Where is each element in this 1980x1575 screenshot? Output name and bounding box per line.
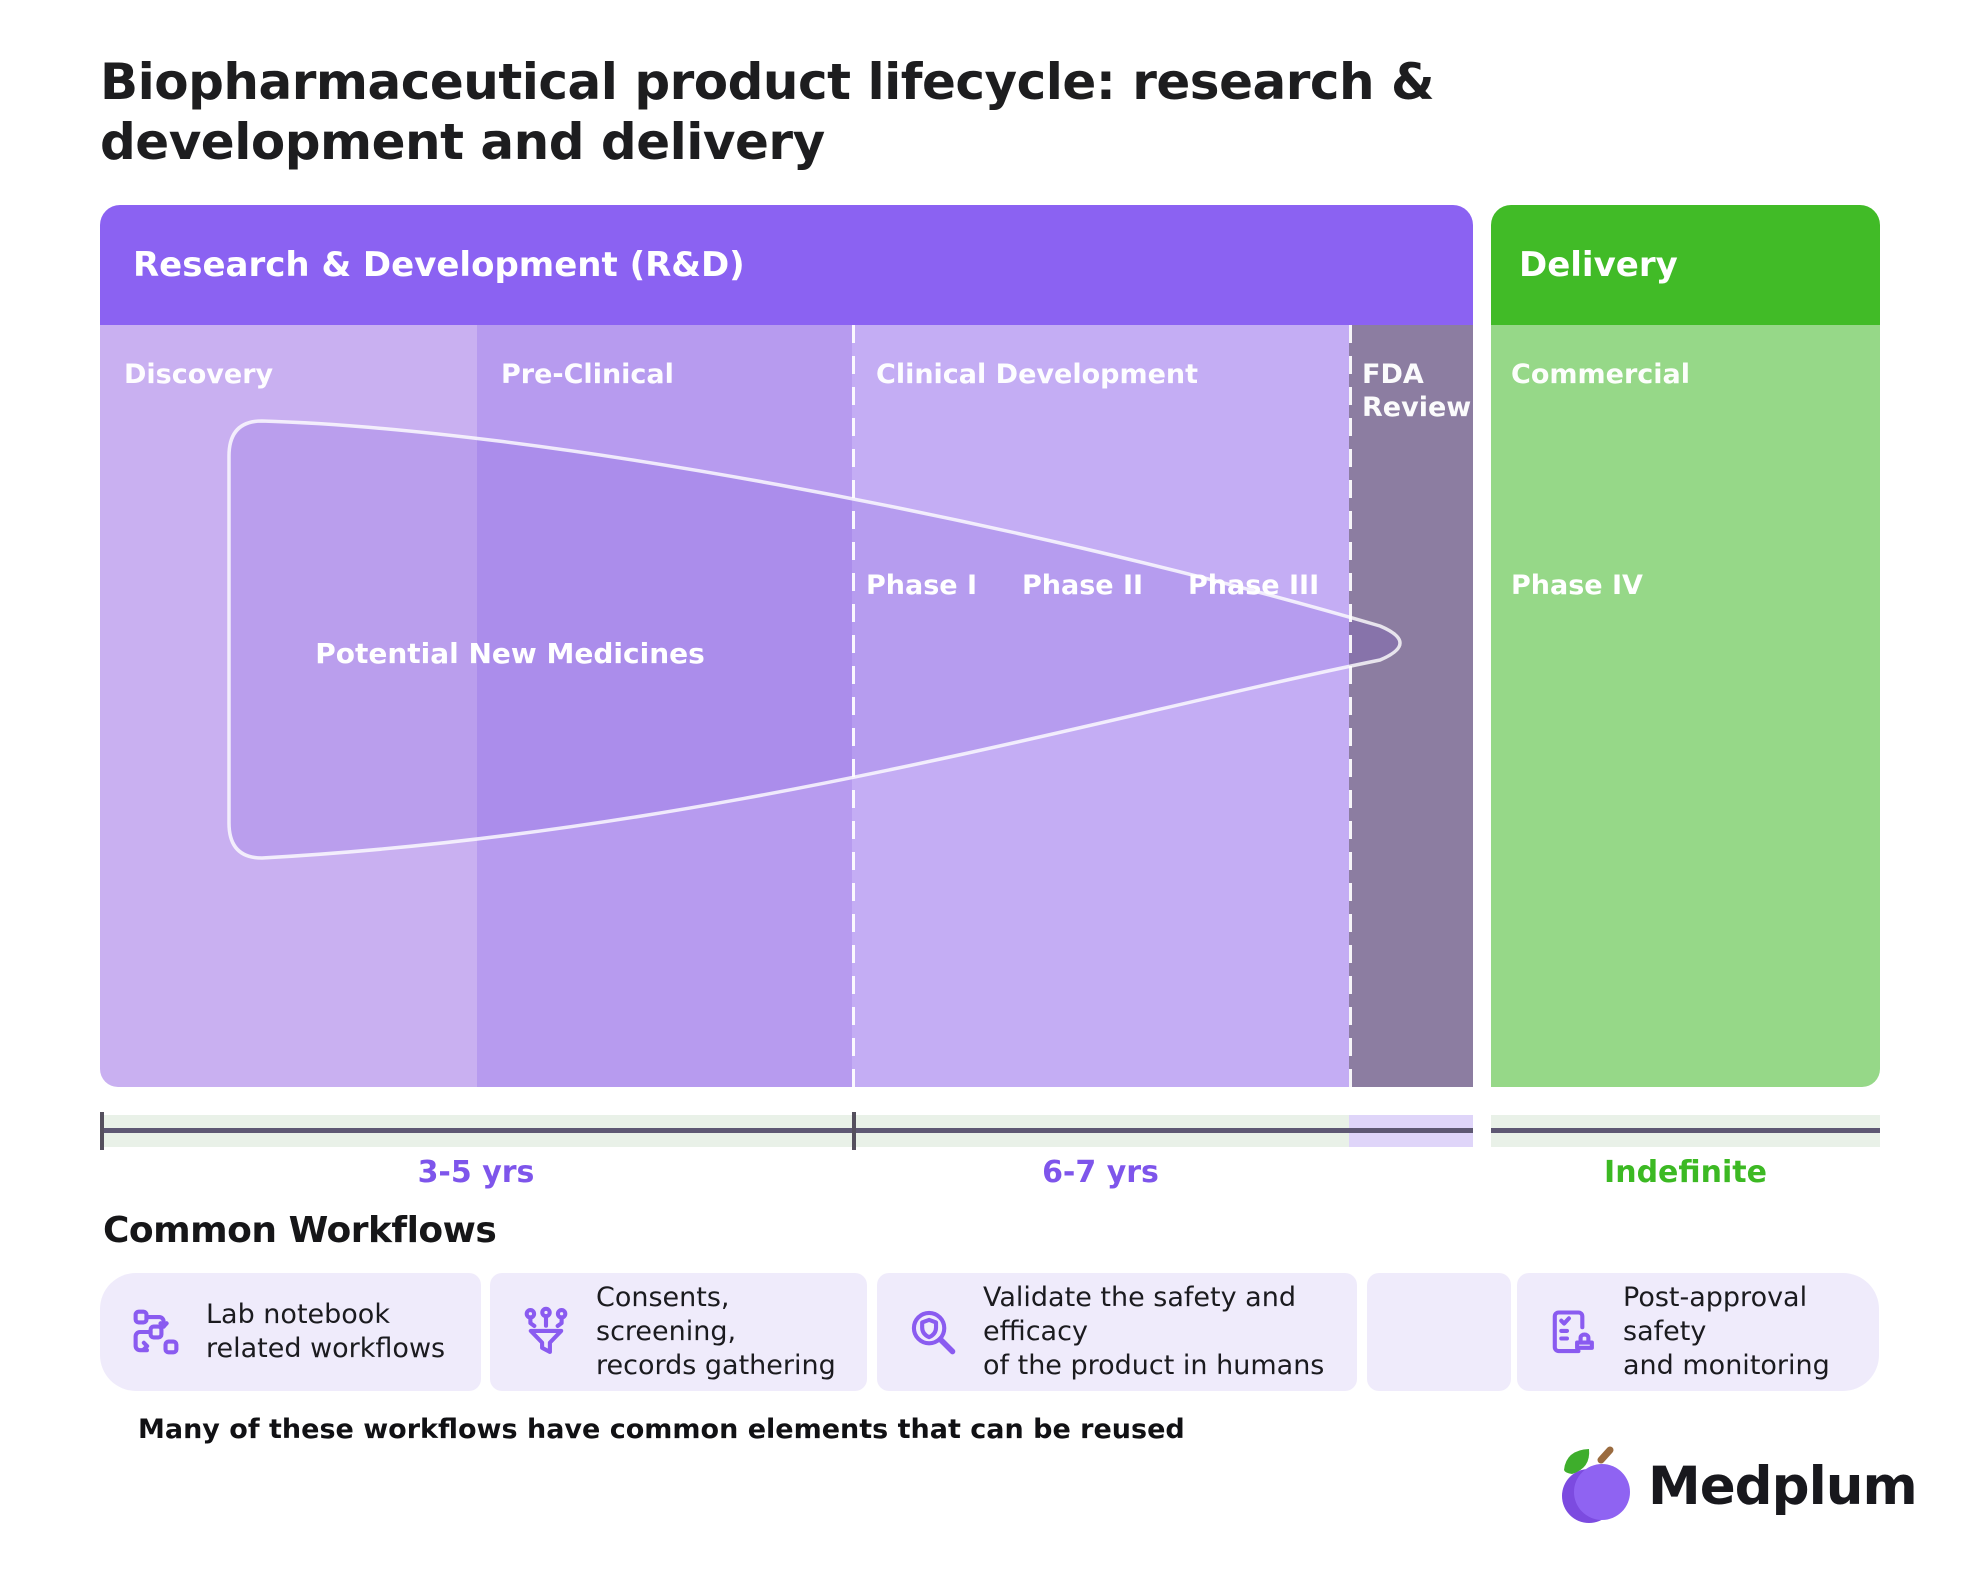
column-fda-review: FDA Review	[1349, 325, 1473, 1087]
funnel-shape	[227, 419, 1402, 860]
workflow-card-text: Lab notebook related workflows	[206, 1298, 445, 1366]
timeline-duration-delivery: Indefinite	[1604, 1155, 1767, 1190]
timeline-duration-late: 6-7 yrs	[1042, 1155, 1159, 1190]
card-text-line2: of the product in humans	[983, 1350, 1325, 1381]
card-text-line2: records gathering	[596, 1350, 836, 1381]
column-discovery: Discovery	[100, 325, 477, 1087]
consents-funnel-icon	[524, 1306, 568, 1354]
phase-1-label: Phase I	[866, 569, 978, 601]
dashed-separator-fda	[1349, 325, 1352, 1087]
card-text-line2: related workflows	[206, 1333, 446, 1364]
timeline-segment-clinical	[852, 1115, 1349, 1147]
rnd-section-label: Research & Development (R&D)	[133, 245, 745, 285]
workflows-heading: Common Workflows	[103, 1210, 497, 1251]
timeline-axis-line	[1349, 1128, 1473, 1133]
workflow-card-consents: Consents, screening, records gathering	[490, 1273, 867, 1391]
workflow-icon	[133, 1309, 179, 1355]
column-commercial-label: Commercial	[1511, 359, 1690, 390]
delivery-section-label: Delivery	[1519, 245, 1678, 285]
workflow-card-validate: Validate the safety and efficacy of the …	[877, 1273, 1357, 1391]
phase-3-label: Phase III	[1188, 569, 1320, 601]
column-clinical-label: Clinical Development	[876, 359, 1199, 390]
workflow-cards-row: Lab notebook related workflows Consents,…	[100, 1273, 1880, 1391]
dashed-separator-clinical	[852, 325, 855, 1087]
column-preclinical-label: Pre-Clinical	[501, 359, 674, 390]
card-text-line1: Post-approval safety	[1623, 1282, 1808, 1347]
plum-icon	[1562, 1446, 1630, 1523]
brand-name: Medplum	[1648, 1455, 1918, 1517]
workflow-card-text: Validate the safety and efficacy of the …	[983, 1281, 1357, 1383]
workflow-card-text: Post-approval safety and monitoring	[1623, 1281, 1879, 1383]
timeline-segment-fda	[1349, 1115, 1473, 1147]
timeline-axis-line	[852, 1128, 1349, 1133]
phase-4-label: Phase IV	[1511, 569, 1643, 601]
column-fda-label: FDA Review	[1362, 359, 1472, 423]
magnifier-shield-icon	[911, 1310, 956, 1355]
column-commercial: Commercial	[1491, 325, 1880, 1087]
column-preclinical: Pre-Clinical	[477, 325, 852, 1087]
funnel-label: Potential New Medicines	[315, 637, 705, 670]
timeline-tick-start	[100, 1112, 104, 1150]
card-text-line1: Validate the safety and efficacy	[983, 1282, 1296, 1347]
workflow-card-lab-notebook: Lab notebook related workflows	[100, 1273, 481, 1391]
workflow-card-spacer	[1367, 1273, 1511, 1391]
workflow-card-post-approval: Post-approval safety and monitoring	[1517, 1273, 1879, 1391]
brand-logo: Medplum	[1556, 1442, 1918, 1530]
rnd-section-header: Research & Development (R&D)	[100, 205, 1473, 325]
delivery-section-header: Delivery	[1491, 205, 1880, 325]
timeline-duration-early: 3-5 yrs	[417, 1155, 535, 1190]
lifecycle-chart: Research & Development (R&D) Delivery Di…	[100, 205, 1880, 1087]
timeline-segment-discovery-preclinical	[100, 1115, 852, 1147]
column-discovery-label: Discovery	[124, 359, 274, 390]
page-title-line1: Biopharmaceutical product lifecycle: res…	[100, 53, 1435, 111]
timeline-axis-line	[1491, 1128, 1880, 1133]
phase-2-label: Phase II	[1022, 569, 1144, 601]
page-title-line2: development and delivery	[100, 113, 825, 171]
card-text-line1: Lab notebook	[206, 1299, 390, 1330]
column-clinical-development: Clinical Development	[852, 325, 1349, 1087]
workflow-card-text: Consents, screening, records gathering	[596, 1281, 867, 1383]
timeline-tick-mid	[852, 1112, 856, 1150]
timeline-axis-line	[100, 1128, 852, 1133]
card-text-line1: Consents, screening,	[596, 1282, 737, 1347]
approval-stamp-icon	[1552, 1310, 1594, 1354]
timeline: 3-5 yrs 6-7 yrs Indefinite	[100, 1112, 1880, 1195]
page-title: Biopharmaceutical product lifecycle: res…	[100, 52, 1435, 172]
card-text-line2: and monitoring	[1623, 1350, 1830, 1381]
timeline-segment-delivery	[1491, 1115, 1880, 1147]
workflows-note: Many of these workflows have common elem…	[138, 1414, 1185, 1445]
